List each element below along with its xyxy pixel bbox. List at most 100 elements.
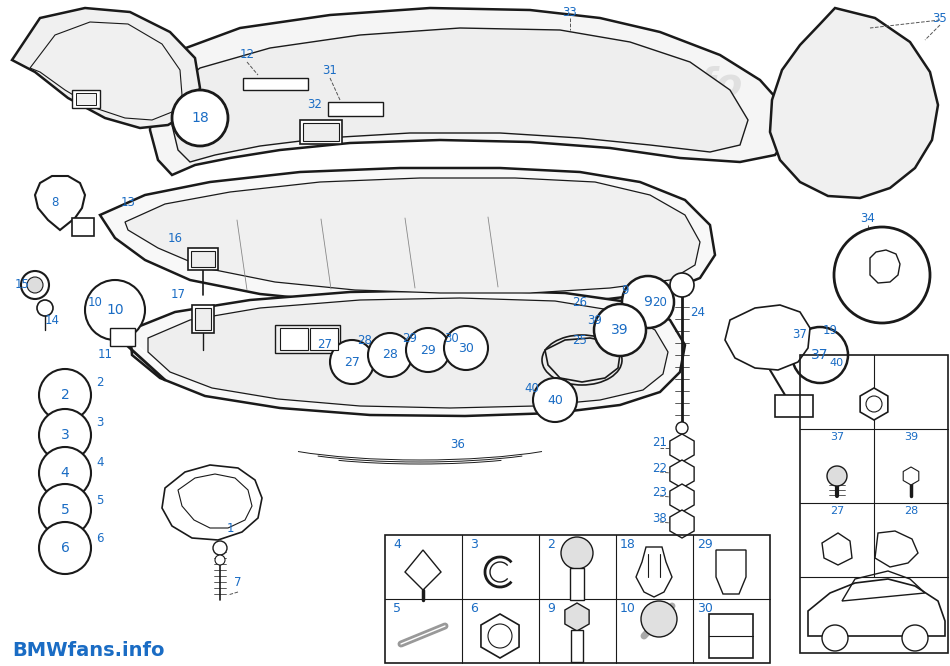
Text: 3: 3 (470, 537, 478, 551)
Bar (570, 568, 584, 600)
Text: 30: 30 (445, 332, 460, 344)
Text: BMWfans.info: BMWfans.info (438, 66, 742, 104)
Text: 4: 4 (61, 466, 69, 480)
Text: 28: 28 (382, 348, 398, 362)
Bar (195, 308, 211, 330)
Text: 40: 40 (547, 394, 563, 406)
Text: 17: 17 (170, 288, 185, 302)
Circle shape (39, 447, 91, 499)
Circle shape (444, 326, 488, 370)
Circle shape (676, 422, 688, 434)
Text: 3: 3 (61, 428, 69, 442)
Circle shape (85, 280, 145, 340)
Circle shape (215, 555, 225, 565)
Text: 9: 9 (547, 601, 555, 615)
Text: 9: 9 (643, 295, 653, 309)
Text: 6: 6 (61, 541, 69, 555)
Text: 37: 37 (811, 348, 828, 362)
Circle shape (27, 277, 43, 293)
Text: 32: 32 (308, 99, 322, 111)
Circle shape (622, 276, 674, 328)
Text: 18: 18 (191, 111, 209, 125)
Bar (275, 325, 340, 353)
Circle shape (39, 369, 91, 421)
Circle shape (670, 273, 694, 297)
Bar (280, 328, 308, 350)
Text: 19: 19 (823, 324, 838, 336)
Bar (328, 102, 383, 116)
Text: 4: 4 (393, 537, 401, 551)
Polygon shape (725, 305, 810, 370)
Text: 2: 2 (547, 537, 555, 551)
Text: 29: 29 (403, 332, 417, 344)
Text: 31: 31 (323, 63, 337, 77)
Circle shape (902, 625, 928, 651)
Bar (385, 535, 770, 663)
Text: 13: 13 (121, 196, 136, 208)
Circle shape (39, 409, 91, 461)
Circle shape (368, 333, 412, 377)
Text: 36: 36 (450, 438, 465, 452)
Bar (775, 395, 813, 417)
Text: 22: 22 (653, 462, 668, 474)
Circle shape (213, 541, 227, 555)
Bar (571, 630, 583, 662)
Text: 23: 23 (653, 486, 668, 498)
Bar (310, 328, 338, 350)
Circle shape (561, 537, 593, 569)
Bar (303, 123, 339, 141)
Text: 5: 5 (61, 503, 69, 517)
Text: 33: 33 (562, 5, 578, 19)
Text: 26: 26 (573, 296, 587, 308)
Circle shape (594, 304, 646, 356)
Text: 40: 40 (524, 382, 540, 394)
Bar (243, 78, 308, 90)
Circle shape (641, 601, 677, 637)
Bar (800, 355, 948, 653)
Polygon shape (12, 8, 200, 128)
Circle shape (39, 522, 91, 574)
Text: 16: 16 (167, 232, 182, 244)
Polygon shape (100, 168, 715, 305)
Text: 34: 34 (861, 212, 876, 224)
Text: 21: 21 (653, 436, 668, 448)
Bar (300, 120, 342, 144)
Circle shape (834, 227, 930, 323)
Text: 14: 14 (45, 314, 60, 326)
Text: 4: 4 (96, 456, 104, 468)
Text: 12: 12 (239, 49, 255, 61)
Polygon shape (405, 550, 441, 590)
Text: 2: 2 (96, 376, 104, 388)
Polygon shape (125, 178, 700, 293)
Circle shape (37, 300, 53, 316)
Text: 39: 39 (587, 314, 602, 326)
Polygon shape (148, 298, 668, 408)
Text: 11: 11 (98, 348, 112, 362)
Text: 28: 28 (357, 334, 372, 346)
Text: 5: 5 (96, 494, 104, 507)
Circle shape (533, 378, 577, 422)
Text: 28: 28 (903, 506, 918, 516)
Text: 8: 8 (51, 196, 59, 208)
Text: 27: 27 (344, 356, 360, 368)
Text: 15: 15 (14, 278, 29, 292)
Text: 35: 35 (933, 11, 947, 25)
Text: 2: 2 (61, 388, 69, 402)
Circle shape (39, 484, 91, 536)
Bar (72, 90, 100, 108)
Text: 9: 9 (621, 284, 629, 296)
Text: 5: 5 (393, 601, 401, 615)
Circle shape (406, 328, 450, 372)
Circle shape (792, 327, 848, 383)
Text: 40: 40 (830, 358, 844, 368)
Text: 27: 27 (830, 506, 845, 516)
Text: 29: 29 (697, 537, 712, 551)
Text: BMWfans.info: BMWfans.info (12, 641, 164, 659)
Text: 10: 10 (620, 601, 636, 615)
Polygon shape (172, 28, 748, 162)
Bar (110, 328, 135, 346)
Text: 6: 6 (470, 601, 478, 615)
Polygon shape (150, 8, 790, 175)
Text: 30: 30 (697, 601, 712, 615)
Text: 20: 20 (653, 296, 668, 308)
